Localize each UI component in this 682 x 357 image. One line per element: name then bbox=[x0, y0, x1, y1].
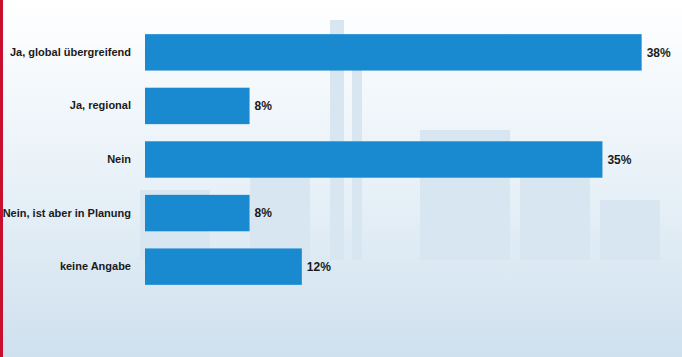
background-silhouette bbox=[140, 20, 660, 260]
edge-line bbox=[0, 0, 3, 357]
data-label: 8% bbox=[255, 99, 273, 113]
y-tick-label: Nein, ist aber in Planung bbox=[3, 207, 131, 219]
data-label: 35% bbox=[607, 153, 631, 167]
data-label: 8% bbox=[255, 206, 273, 220]
bar bbox=[145, 88, 250, 124]
bar bbox=[145, 141, 602, 177]
background bbox=[0, 0, 682, 357]
bar bbox=[145, 248, 302, 284]
y-tick: Nein bbox=[107, 153, 131, 165]
y-axis: Ja, global übergreifend Ja, regional Nein N… bbox=[3, 46, 132, 272]
silhouette-shape bbox=[520, 170, 590, 260]
data-label: 12% bbox=[307, 260, 331, 274]
data-label: 38% bbox=[647, 46, 671, 60]
bar bbox=[145, 195, 250, 231]
y-tick-label: Ja, regional bbox=[70, 99, 131, 111]
y-tick-label: Nein bbox=[107, 153, 131, 165]
y-tick: keine Angabe bbox=[60, 260, 131, 272]
silhouette-shape bbox=[600, 200, 660, 260]
bar bbox=[145, 34, 642, 70]
y-tick: Nein, ist aber in Planung bbox=[3, 207, 131, 219]
data-labels: 38% 8% 35% 8% 12% bbox=[255, 46, 671, 274]
y-tick-label: Ja, global übergreifend bbox=[10, 46, 131, 58]
y-tick-label: keine Angabe bbox=[60, 260, 131, 272]
bars bbox=[145, 34, 642, 285]
y-tick: Ja, regional bbox=[70, 99, 131, 111]
y-tick: Ja, global übergreifend bbox=[10, 46, 131, 58]
chart: Ja, global übergreifend Ja, regional Nein N… bbox=[0, 0, 682, 357]
